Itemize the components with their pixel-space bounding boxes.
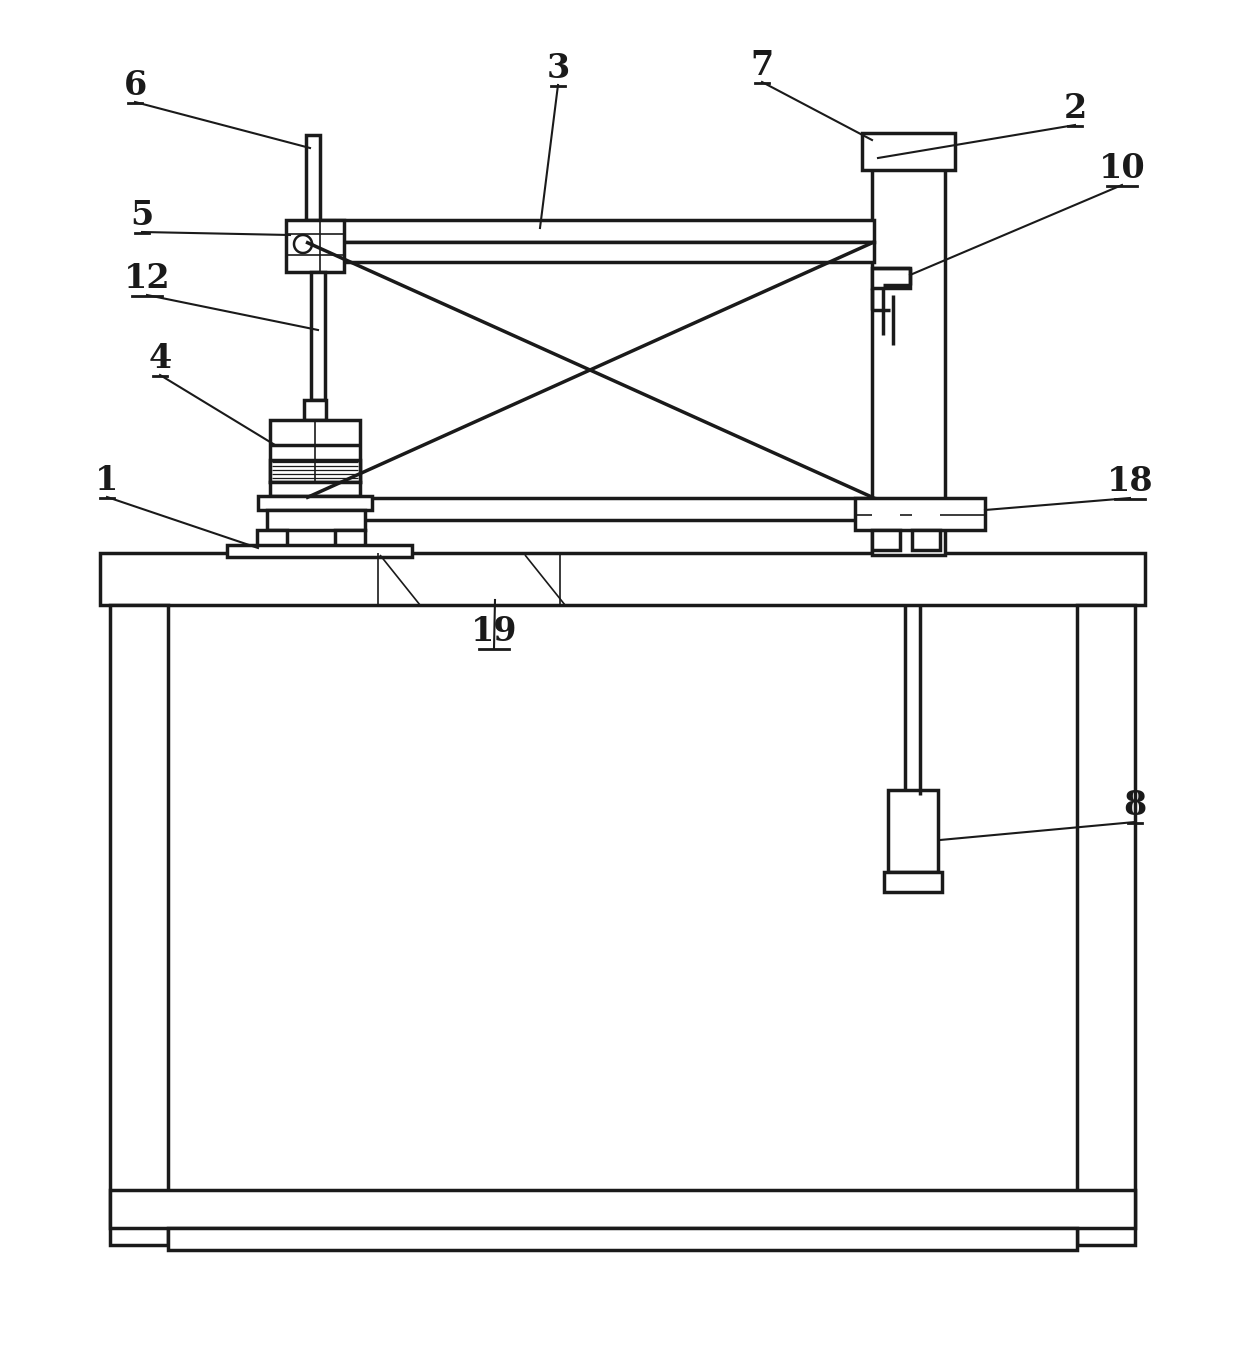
Text: 5: 5 bbox=[130, 199, 154, 232]
Bar bbox=[306, 134, 320, 227]
Text: 18: 18 bbox=[1106, 465, 1153, 498]
Bar bbox=[304, 400, 326, 421]
Bar bbox=[257, 531, 286, 548]
Bar bbox=[270, 460, 360, 482]
Bar bbox=[872, 267, 910, 288]
Text: 3: 3 bbox=[547, 52, 569, 85]
Bar bbox=[110, 1190, 1135, 1228]
Bar bbox=[1078, 605, 1135, 1244]
Bar bbox=[884, 873, 942, 892]
Bar bbox=[862, 133, 955, 170]
Text: 2: 2 bbox=[1064, 92, 1086, 125]
Bar bbox=[306, 220, 874, 242]
Text: 12: 12 bbox=[124, 262, 170, 294]
Bar bbox=[110, 605, 167, 1244]
Bar bbox=[872, 531, 900, 550]
Bar bbox=[270, 421, 360, 482]
Bar bbox=[888, 790, 937, 873]
Text: 8: 8 bbox=[1123, 788, 1147, 822]
Text: 10: 10 bbox=[1099, 152, 1146, 185]
Bar bbox=[306, 242, 874, 262]
Text: 6: 6 bbox=[123, 69, 146, 102]
Text: 7: 7 bbox=[750, 49, 774, 81]
Bar bbox=[872, 155, 945, 555]
Bar bbox=[258, 497, 372, 510]
Bar bbox=[100, 554, 1145, 605]
Bar bbox=[270, 482, 360, 497]
Text: 19: 19 bbox=[471, 615, 517, 649]
Bar bbox=[286, 220, 343, 271]
Bar bbox=[335, 531, 365, 548]
Bar bbox=[311, 271, 325, 400]
Text: 4: 4 bbox=[149, 342, 171, 375]
Bar bbox=[227, 546, 412, 556]
Text: 1: 1 bbox=[95, 464, 119, 497]
Bar bbox=[856, 498, 985, 531]
Bar bbox=[167, 1228, 1078, 1250]
Bar bbox=[267, 510, 365, 531]
Bar bbox=[306, 498, 874, 520]
Bar bbox=[911, 531, 940, 550]
